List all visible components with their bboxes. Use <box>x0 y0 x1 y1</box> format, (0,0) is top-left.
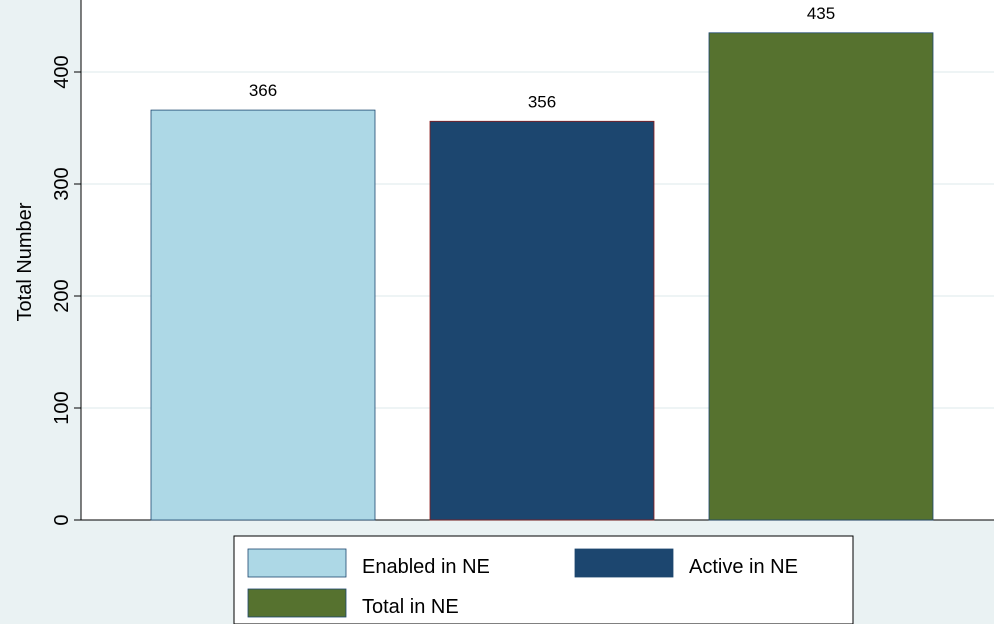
data-label-2: 356 <box>528 92 556 111</box>
legend-swatch-2 <box>574 548 674 578</box>
bar-1 <box>150 109 376 521</box>
data-label-1: 366 <box>249 81 277 100</box>
y-axis-title: Total Number <box>14 202 36 321</box>
y-tick-label: 200 <box>51 279 73 312</box>
y-ticks: 0 100 200 300 400 <box>51 55 81 526</box>
y-tick-label: 0 <box>51 514 73 525</box>
bar-2 <box>429 120 655 521</box>
y-tick-label: 300 <box>51 167 73 200</box>
bars <box>150 32 934 521</box>
y-tick-label: 400 <box>51 55 73 88</box>
data-labels: 366 356 435 <box>249 4 835 111</box>
data-label-3: 435 <box>807 4 835 23</box>
legend-label-1: Enabled in NE <box>362 556 490 578</box>
legend: Enabled in NE Active in NE Total in NE <box>233 535 854 624</box>
legend-label-3: Total in NE <box>362 596 459 618</box>
legend-label-2: Active in NE <box>689 556 798 578</box>
legend-swatch-3 <box>247 588 347 618</box>
legend-swatch-1 <box>247 548 347 578</box>
bar-3 <box>708 32 934 521</box>
y-tick-label: 100 <box>51 391 73 424</box>
